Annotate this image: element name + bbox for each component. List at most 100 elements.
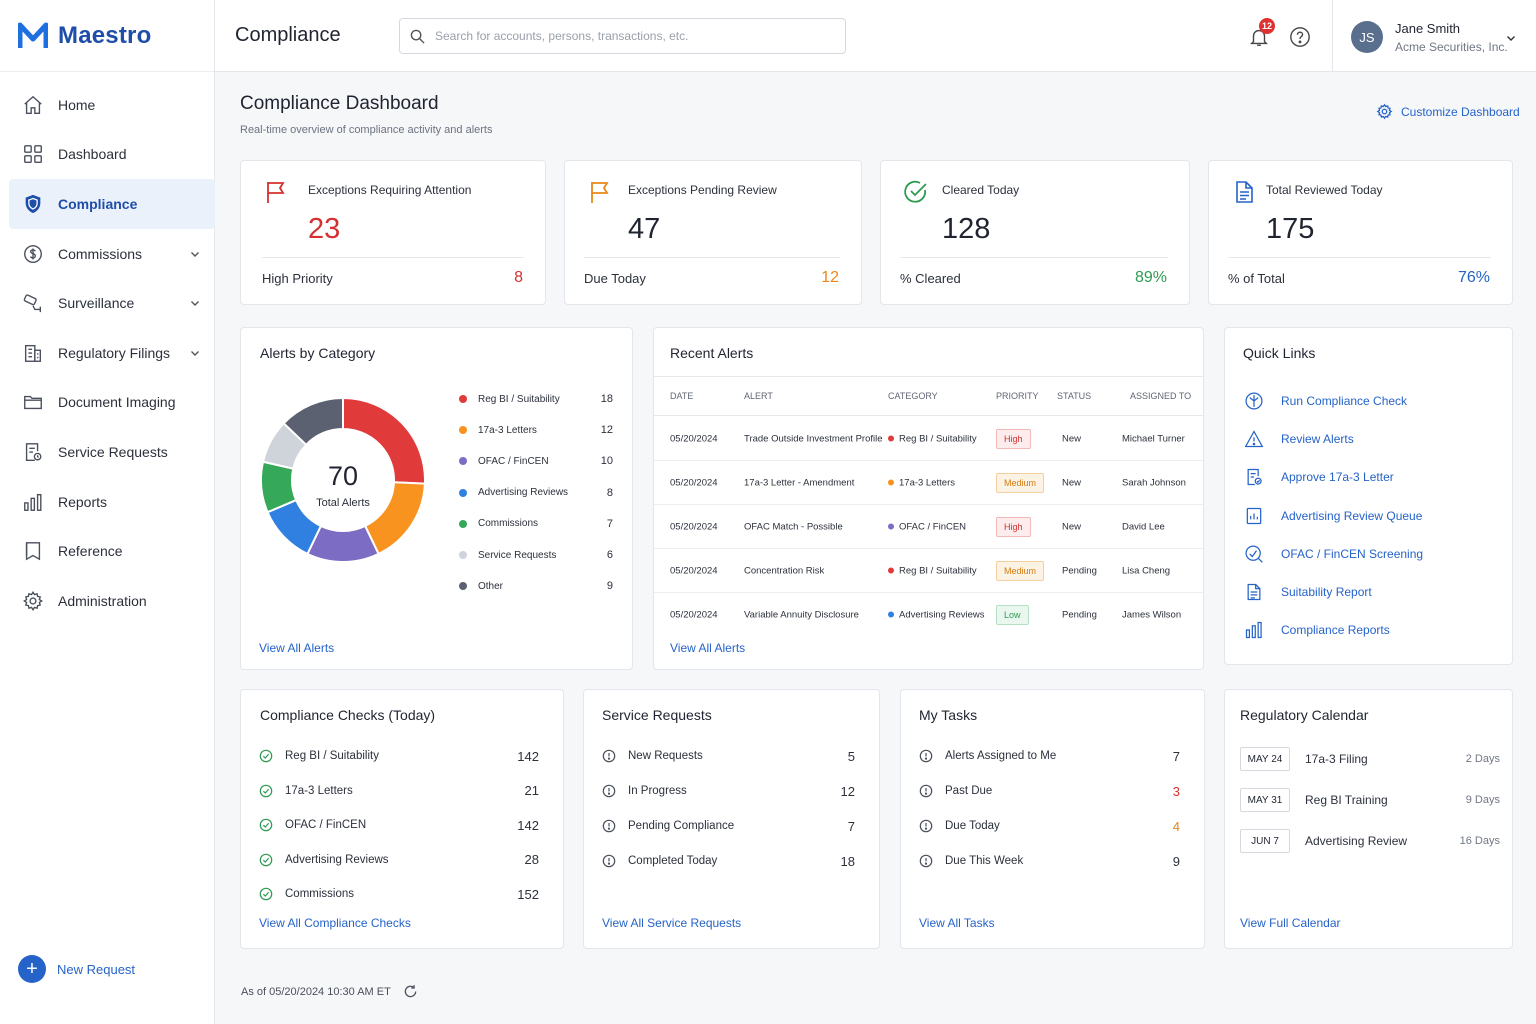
alert-name[interactable]: Variable Annuity Disclosure — [744, 609, 859, 621]
alert-date: 05/20/2024 — [670, 609, 718, 621]
kpi-card-cleared-today[interactable]: Cleared Today 128 % Cleared 89% — [880, 160, 1190, 305]
list-item[interactable]: Due This Week 9 — [919, 852, 1180, 870]
legend-item[interactable]: Service Requests 6 — [459, 547, 613, 563]
view-all-alerts-link[interactable]: View All Alerts — [259, 641, 335, 655]
view-all-tasks-link[interactable]: View All Tasks — [919, 916, 995, 930]
list-item[interactable]: Pending Compliance 7 — [602, 817, 855, 835]
table-row[interactable]: 05/20/2024 Concentration Risk Reg BI / Sui… — [654, 549, 1203, 593]
sidebar-item-document-imaging[interactable]: Document Imaging — [9, 378, 215, 428]
legend-item[interactable]: Commissions 7 — [459, 516, 613, 532]
list-item[interactable]: Past Due 3 — [919, 782, 1180, 800]
sidebar-item-home[interactable]: Home — [9, 80, 215, 130]
check-circle-icon — [259, 784, 273, 797]
search-input[interactable] — [435, 29, 825, 43]
donut-slice[interactable] — [282, 396, 344, 447]
alert-name[interactable]: Concentration Risk — [744, 565, 825, 576]
category-dot — [888, 479, 894, 486]
quick-link-ofac-screening[interactable]: OFAC / FinCEN Screening — [1244, 543, 1423, 565]
view-all-compliance-checks-link[interactable]: View All Compliance Checks — [259, 916, 411, 930]
column-header[interactable]: CATEGORY — [888, 391, 938, 401]
alert-category: Reg BI / Suitability — [888, 433, 977, 444]
sidebar-item-regulatory-filings[interactable]: Regulatory Filings — [9, 328, 215, 378]
column-header[interactable]: ASSIGNED TO — [1130, 391, 1192, 401]
quick-link-compliance-reports[interactable]: Compliance Reports — [1244, 619, 1390, 641]
list-item-value: 12 — [840, 783, 855, 799]
new-request-button[interactable]: + New Request — [18, 955, 135, 983]
legend-item[interactable]: Advertising Reviews 8 — [459, 485, 613, 501]
brand[interactable]: Maestro — [0, 0, 214, 72]
search-icon — [410, 29, 425, 44]
view-all-service-requests-link[interactable]: View All Service Requests — [602, 916, 742, 930]
quick-link-suitability-report[interactable]: Suitability Report — [1244, 581, 1372, 603]
kpi-card-exceptions-pending[interactable]: Exceptions Pending Review 47 Due Today 1… — [564, 160, 862, 305]
building-icon — [24, 344, 42, 362]
column-header[interactable]: ALERT — [744, 391, 773, 401]
priority-badge: Medium — [996, 560, 1045, 581]
list-item-label: Due This Week — [945, 855, 1024, 867]
chevron-down-icon[interactable] — [189, 347, 201, 359]
view-all-alerts-link[interactable]: View All Alerts — [670, 641, 746, 655]
list-item[interactable]: Due Today 4 — [919, 817, 1180, 835]
chevron-down-icon[interactable] — [1505, 32, 1517, 44]
customize-dashboard-button[interactable]: Customize Dashboard — [1376, 103, 1520, 120]
quick-link-run-compliance-check[interactable]: Run Compliance Check — [1244, 390, 1407, 412]
sidebar-item-reference[interactable]: Reference — [9, 526, 215, 576]
alert-name[interactable]: 17a-3 Letter - Amendment — [744, 477, 855, 488]
kpi-card-total-reviewed[interactable]: Total Reviewed Today 175 % of Total 76% — [1208, 160, 1513, 305]
avatar[interactable]: JS — [1351, 21, 1383, 53]
search-box[interactable] — [399, 18, 846, 54]
list-item[interactable]: In Progress 12 — [602, 782, 855, 800]
sidebar-item-dashboard[interactable]: Dashboard — [9, 130, 215, 180]
calendar-item[interactable]: MAY 24 17a-3 Filing 2 Days — [1240, 747, 1500, 771]
document-icon — [1236, 181, 1253, 203]
table-row[interactable]: 05/20/2024 OFAC Match - Possible OFAC / Fi… — [654, 505, 1203, 549]
sidebar-item-administration[interactable]: Administration — [9, 576, 215, 626]
calendar-event: 17a-3 Filing — [1305, 752, 1368, 766]
check-circle-icon — [259, 887, 273, 901]
table-row[interactable]: 05/20/2024 Variable Annuity Disclosure Adv… — [654, 593, 1203, 637]
kpi-card-exceptions-attention[interactable]: Exceptions Requiring Attention 23 High P… — [240, 160, 546, 305]
column-header[interactable]: DATE — [670, 391, 694, 401]
user-name[interactable]: Jane Smith — [1395, 21, 1461, 36]
queue-icon — [1246, 507, 1262, 525]
table-row[interactable]: 05/20/2024 17a-3 Letter - Amendment 17a-3 … — [654, 461, 1203, 505]
list-item[interactable]: 17a-3 Letters 21 — [259, 782, 539, 800]
sidebar-item-commissions[interactable]: Commissions — [9, 229, 215, 279]
view-full-calendar-link[interactable]: View Full Calendar — [1240, 916, 1341, 930]
sidebar-item-compliance[interactable]: Compliance — [9, 179, 215, 229]
list-item[interactable]: OFAC / FinCEN 142 — [259, 816, 539, 834]
alert-date: 05/20/2024 — [670, 433, 718, 444]
divider — [900, 257, 1168, 258]
quick-link-advertising-queue[interactable]: Advertising Review Queue — [1244, 505, 1422, 527]
column-header[interactable]: PRIORITY — [996, 391, 1039, 401]
alert-name[interactable]: OFAC Match - Possible — [744, 521, 843, 532]
list-item[interactable]: Reg BI / Suitability 142 — [259, 747, 539, 765]
chevron-down-icon[interactable] — [189, 248, 201, 260]
legend-item[interactable]: Other 9 — [459, 578, 613, 594]
sidebar-item-service-requests[interactable]: Service Requests — [9, 427, 215, 477]
quick-link-approve-17a3[interactable]: Approve 17a-3 Letter — [1244, 466, 1394, 488]
list-item[interactable]: Alerts Assigned to Me 7 — [919, 747, 1180, 765]
legend-item[interactable]: 17a-3 Letters 12 — [459, 422, 613, 438]
card-title: Quick Links — [1243, 345, 1316, 361]
list-item[interactable]: Advertising Reviews 28 — [259, 851, 539, 869]
kpi-sub-label: Due Today — [584, 271, 646, 286]
list-item[interactable]: Completed Today 18 — [602, 852, 855, 870]
list-item[interactable]: Commissions 152 — [259, 885, 539, 903]
column-header[interactable]: STATUS — [1057, 391, 1092, 401]
alert-status: New — [1062, 433, 1082, 444]
chevron-down-icon[interactable] — [189, 297, 201, 309]
table-row[interactable]: 05/20/2024 Trade Outside Investment Profi… — [654, 417, 1203, 461]
refresh-icon[interactable] — [403, 984, 418, 999]
sidebar-item-surveillance[interactable]: Surveillance — [9, 278, 215, 328]
legend-item[interactable]: Reg BI / Suitability 18 — [459, 391, 613, 407]
list-item[interactable]: New Requests 5 — [602, 747, 855, 765]
calendar-item[interactable]: JUN 7 Advertising Review 16 Days — [1240, 829, 1500, 853]
help-icon[interactable] — [1289, 26, 1311, 48]
legend-item[interactable]: OFAC / FinCEN 10 — [459, 453, 613, 469]
calendar-item[interactable]: MAY 31 Reg BI Training 9 Days — [1240, 788, 1500, 812]
alert-name[interactable]: Trade Outside Investment Profile — [744, 433, 883, 444]
quick-link-review-alerts[interactable]: Review Alerts — [1244, 428, 1354, 450]
sidebar-item-reports[interactable]: Reports — [9, 477, 215, 527]
quick-link-label: Approve 17a-3 Letter — [1281, 470, 1394, 484]
